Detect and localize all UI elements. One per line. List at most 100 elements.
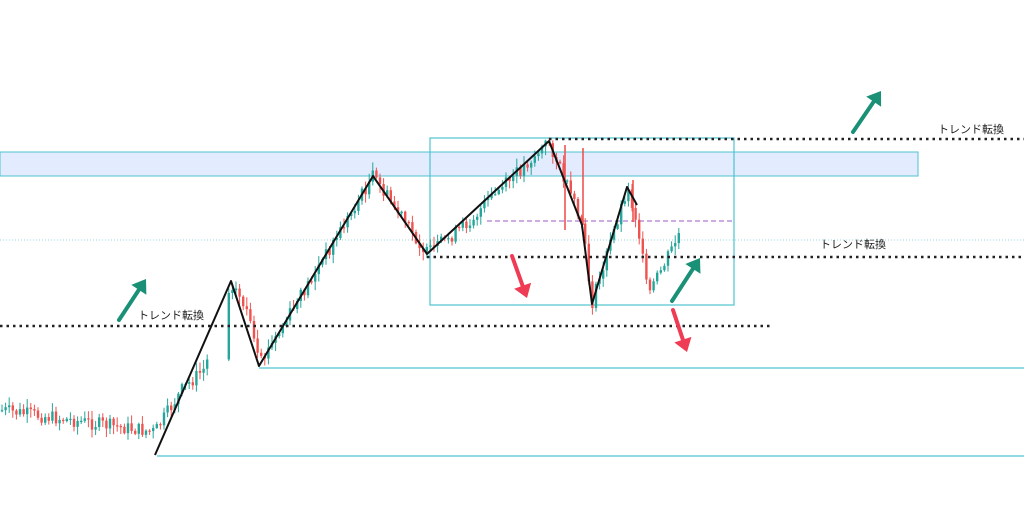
candle xyxy=(80,416,83,425)
candle xyxy=(166,398,169,418)
candle-body xyxy=(454,226,457,242)
candle xyxy=(40,413,43,426)
candle-body xyxy=(364,188,367,195)
candle-body xyxy=(670,246,673,252)
arrow-shaft xyxy=(117,287,141,322)
candle-body xyxy=(648,279,652,291)
candle-body xyxy=(580,216,583,224)
candle-body xyxy=(267,347,270,359)
candle xyxy=(90,410,94,438)
candle-body xyxy=(526,164,529,168)
candle xyxy=(188,378,191,390)
candle-body xyxy=(368,181,371,195)
candle-body xyxy=(108,418,112,429)
candle-body xyxy=(159,424,162,426)
candle xyxy=(645,248,648,285)
candle-body xyxy=(458,226,461,229)
candle xyxy=(54,406,58,427)
candle xyxy=(569,171,572,195)
zigzag-layer xyxy=(154,140,638,456)
zones-layer xyxy=(0,137,1024,457)
candle xyxy=(479,203,482,225)
candle xyxy=(260,348,263,359)
candle-body xyxy=(332,239,335,255)
candle-body xyxy=(51,411,54,421)
candle xyxy=(306,277,310,299)
candle-body xyxy=(375,170,378,178)
candle-body xyxy=(310,281,313,283)
candle-body xyxy=(472,219,475,226)
candle xyxy=(191,377,194,390)
candle-body xyxy=(558,161,562,164)
candle xyxy=(8,397,11,413)
candle xyxy=(537,151,540,161)
candle xyxy=(357,194,360,215)
candle-body xyxy=(141,423,144,435)
candle xyxy=(62,417,65,424)
candle xyxy=(249,302,252,324)
candle-body xyxy=(119,426,122,428)
candle xyxy=(407,220,410,226)
candle-body xyxy=(306,281,310,296)
candle-body xyxy=(11,405,14,411)
candle-body xyxy=(281,326,284,334)
trend-label-1: トレンド転換 xyxy=(138,309,204,322)
candle-body xyxy=(497,189,500,195)
candle xyxy=(76,416,79,435)
candle-body xyxy=(537,153,540,157)
candle xyxy=(98,413,101,431)
candle-body xyxy=(389,190,392,202)
candle xyxy=(108,414,112,435)
candle xyxy=(0,404,4,413)
candle-body xyxy=(476,216,479,220)
candle-body xyxy=(206,359,209,369)
candle xyxy=(116,417,119,432)
candle xyxy=(94,420,97,436)
candle xyxy=(378,173,382,193)
candle-body xyxy=(245,306,248,310)
candle-body xyxy=(674,243,677,247)
resistance-zone xyxy=(0,151,919,177)
candle-body xyxy=(54,411,58,424)
arrows-layer xyxy=(117,91,882,352)
candle-body xyxy=(152,427,155,432)
candle-body xyxy=(69,418,72,420)
candle-body xyxy=(44,417,47,423)
candle xyxy=(501,180,504,194)
candle xyxy=(195,362,198,392)
candle xyxy=(58,415,61,431)
candle xyxy=(119,424,122,435)
candle xyxy=(162,407,166,430)
candle-body xyxy=(328,249,331,255)
candle-body xyxy=(605,250,608,271)
levels-layer xyxy=(0,137,1024,328)
candle xyxy=(432,236,436,252)
candle-body xyxy=(191,382,194,386)
candle-body xyxy=(40,417,43,423)
candle-body xyxy=(83,418,86,421)
candle xyxy=(148,429,151,435)
candle-body xyxy=(404,211,407,222)
candle xyxy=(256,329,259,358)
candle-body xyxy=(468,225,472,229)
candle xyxy=(335,230,338,247)
candle-body xyxy=(195,370,198,386)
candle-body xyxy=(112,418,115,426)
candle-body xyxy=(573,193,576,199)
arrow-head xyxy=(866,91,882,107)
candle-body xyxy=(591,281,594,309)
candle-body xyxy=(645,253,648,280)
candle-body xyxy=(198,370,202,373)
candle-body xyxy=(562,163,565,182)
candle-body xyxy=(98,417,101,428)
candle xyxy=(375,167,378,179)
candle-body xyxy=(677,233,680,244)
candle-body xyxy=(602,270,605,279)
candle xyxy=(44,413,47,425)
candle-body xyxy=(94,427,97,430)
arrow-shaft xyxy=(510,254,525,288)
candle xyxy=(18,402,22,417)
candle xyxy=(137,422,140,440)
candle-body xyxy=(285,320,288,327)
candle xyxy=(15,408,18,420)
